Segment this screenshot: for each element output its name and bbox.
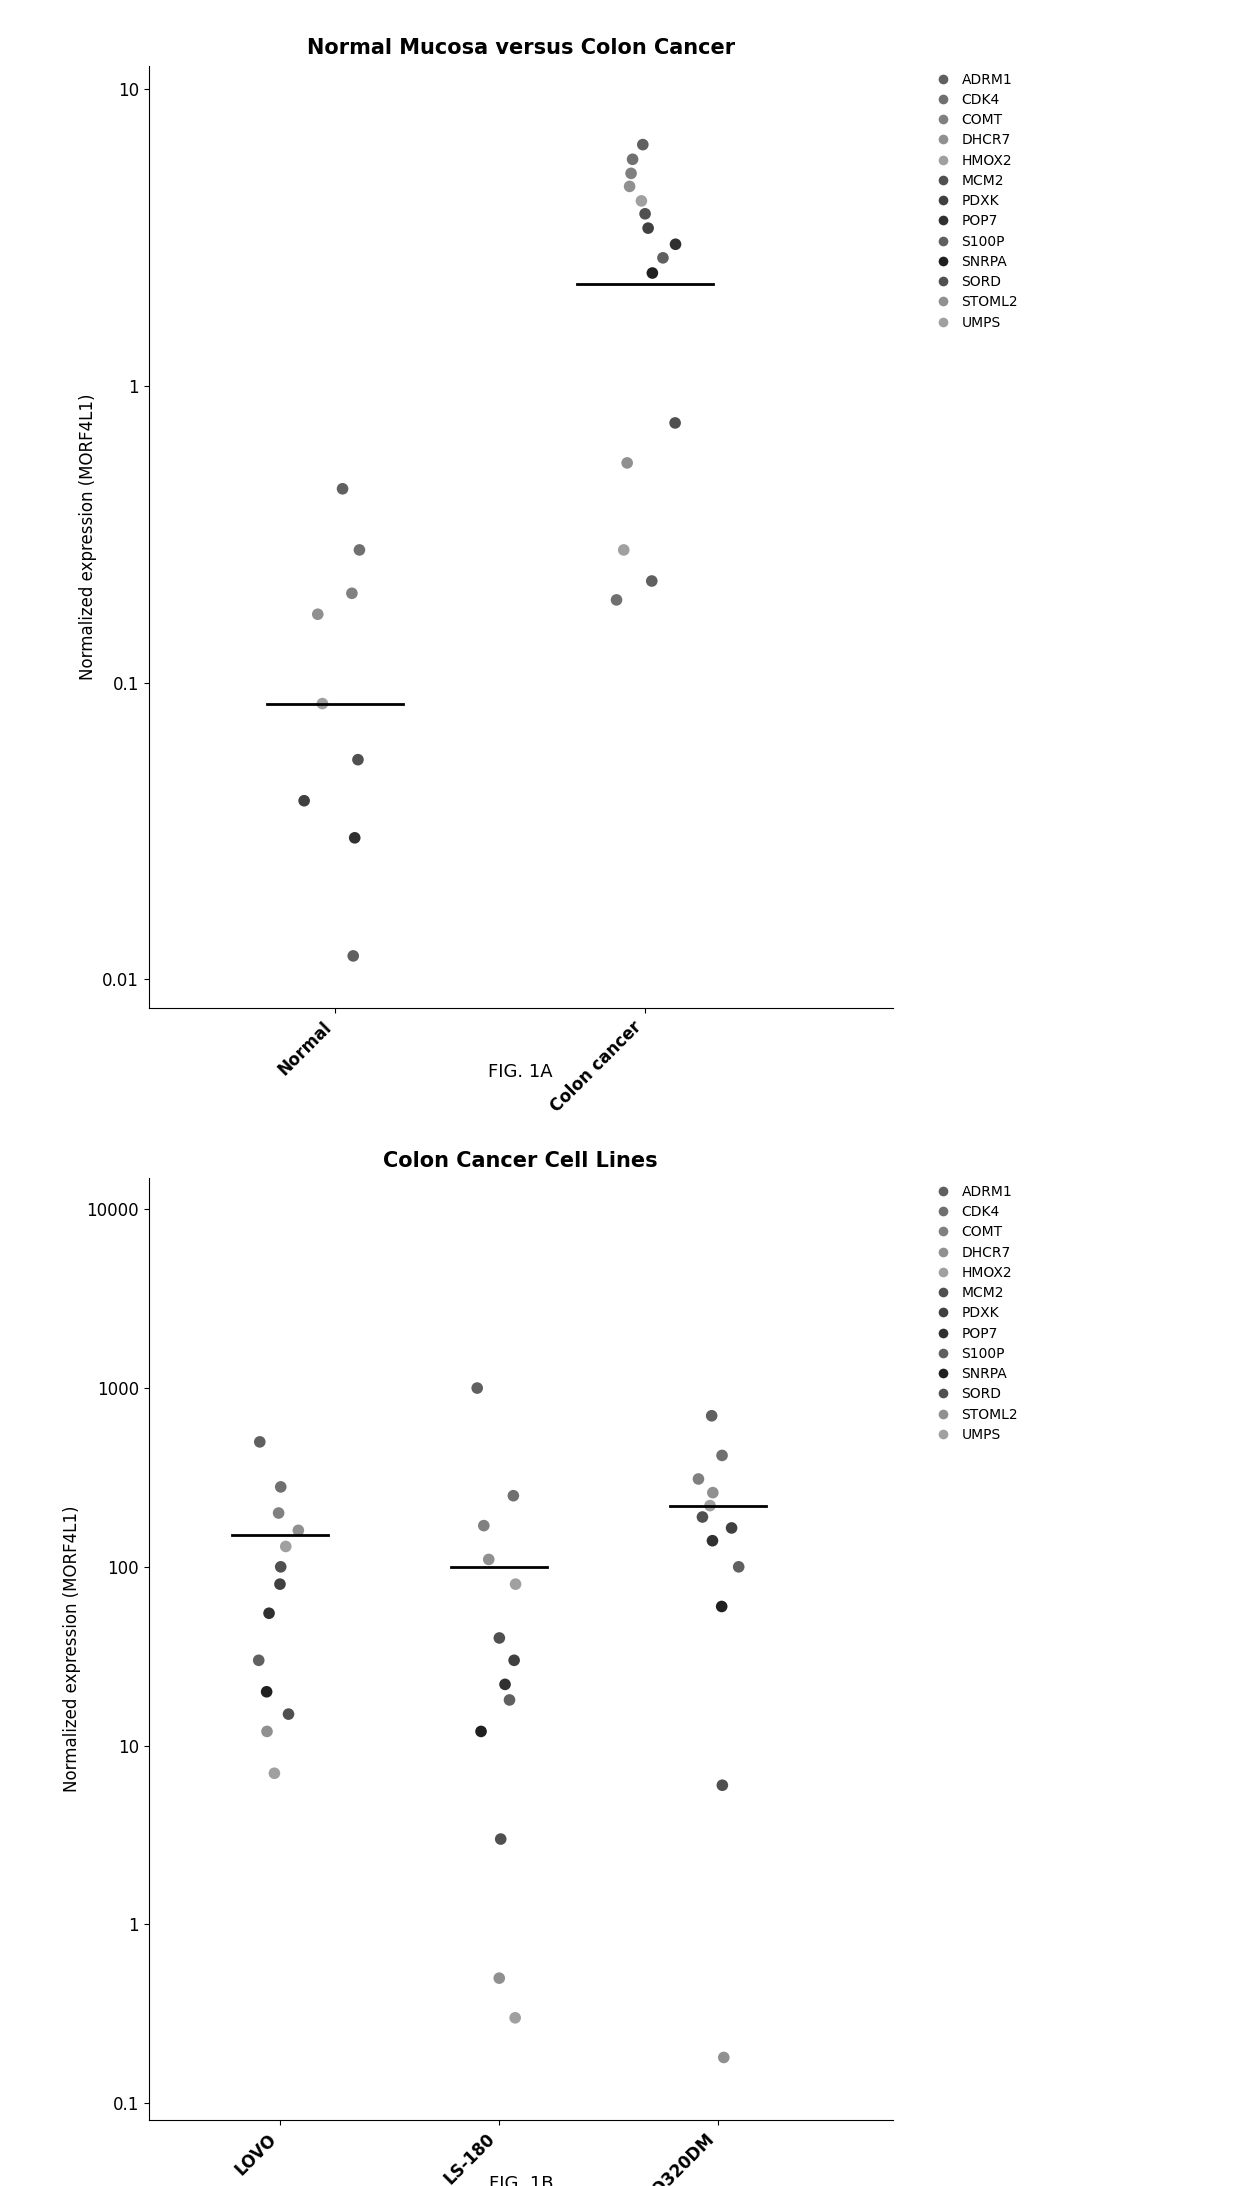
Point <box>279 1696 299 1731</box>
Point <box>622 142 642 177</box>
Point <box>294 783 314 818</box>
Point <box>606 581 626 616</box>
Point <box>270 1550 290 1585</box>
Point <box>490 1620 510 1655</box>
Point <box>308 597 327 632</box>
Point <box>621 155 641 190</box>
Point <box>348 743 368 778</box>
Point <box>257 1714 277 1749</box>
Point <box>712 1589 732 1624</box>
Point <box>692 1500 712 1535</box>
Point <box>495 1668 515 1703</box>
Legend: ADRM1, CDK4, COMT, DHCR7, HMOX2, MCM2, PDXK, POP7, S100P, SNRPA, SORD, STOML2, U: ADRM1, CDK4, COMT, DHCR7, HMOX2, MCM2, P… <box>930 1185 1018 1443</box>
Title: Normal Mucosa versus Colon Cancer: Normal Mucosa versus Colon Cancer <box>306 39 735 59</box>
Point <box>289 1513 309 1548</box>
Point <box>479 1541 498 1576</box>
Point <box>632 127 652 162</box>
Point <box>270 1567 290 1602</box>
Point <box>490 1961 510 1996</box>
Point <box>642 564 662 599</box>
Title: Colon Cancer Cell Lines: Colon Cancer Cell Lines <box>383 1150 658 1172</box>
Point <box>506 1567 526 1602</box>
Point <box>257 1674 277 1709</box>
Text: FIG. 1B: FIG. 1B <box>489 2175 553 2186</box>
Point <box>712 1438 732 1473</box>
Point <box>713 1768 733 1803</box>
Point <box>666 227 686 262</box>
Point <box>471 1714 491 1749</box>
Point <box>343 938 363 973</box>
Point <box>264 1755 284 1790</box>
Point <box>639 210 658 245</box>
Point <box>635 197 655 232</box>
Text: FIG. 1A: FIG. 1A <box>489 1062 553 1080</box>
Point <box>703 1524 723 1559</box>
Point <box>505 2000 525 2035</box>
Point <box>332 472 352 507</box>
Point <box>259 1596 279 1631</box>
Y-axis label: Normalized expression (MORF4L1): Normalized expression (MORF4L1) <box>63 1506 81 1793</box>
Point <box>653 240 673 275</box>
Point <box>703 1476 723 1511</box>
Point <box>665 404 684 439</box>
Point <box>350 533 370 568</box>
Point <box>642 256 662 291</box>
Point <box>614 533 634 568</box>
Point <box>500 1683 520 1718</box>
Point <box>688 1462 708 1497</box>
Point <box>505 1644 525 1679</box>
Point <box>620 168 640 203</box>
Point <box>474 1508 494 1543</box>
Point <box>702 1399 722 1434</box>
Point <box>342 575 362 610</box>
Point <box>503 1478 523 1513</box>
Y-axis label: Normalized expression (MORF4L1): Normalized expression (MORF4L1) <box>78 393 97 680</box>
Point <box>701 1489 720 1524</box>
Point <box>275 1528 295 1563</box>
Legend: ADRM1, CDK4, COMT, DHCR7, HMOX2, MCM2, PDXK, POP7, S100P, SNRPA, SORD, STOML2, U: ADRM1, CDK4, COMT, DHCR7, HMOX2, MCM2, P… <box>930 72 1018 330</box>
Point <box>714 2040 734 2075</box>
Point <box>491 1821 511 1856</box>
Point <box>722 1511 742 1546</box>
Point <box>312 686 332 721</box>
Point <box>249 1425 269 1460</box>
Point <box>631 184 651 219</box>
Point <box>249 1644 269 1679</box>
Point <box>618 446 637 481</box>
Point <box>269 1495 289 1530</box>
Point <box>467 1371 487 1406</box>
Point <box>270 1469 290 1504</box>
Point <box>729 1550 749 1585</box>
Point <box>345 820 365 855</box>
